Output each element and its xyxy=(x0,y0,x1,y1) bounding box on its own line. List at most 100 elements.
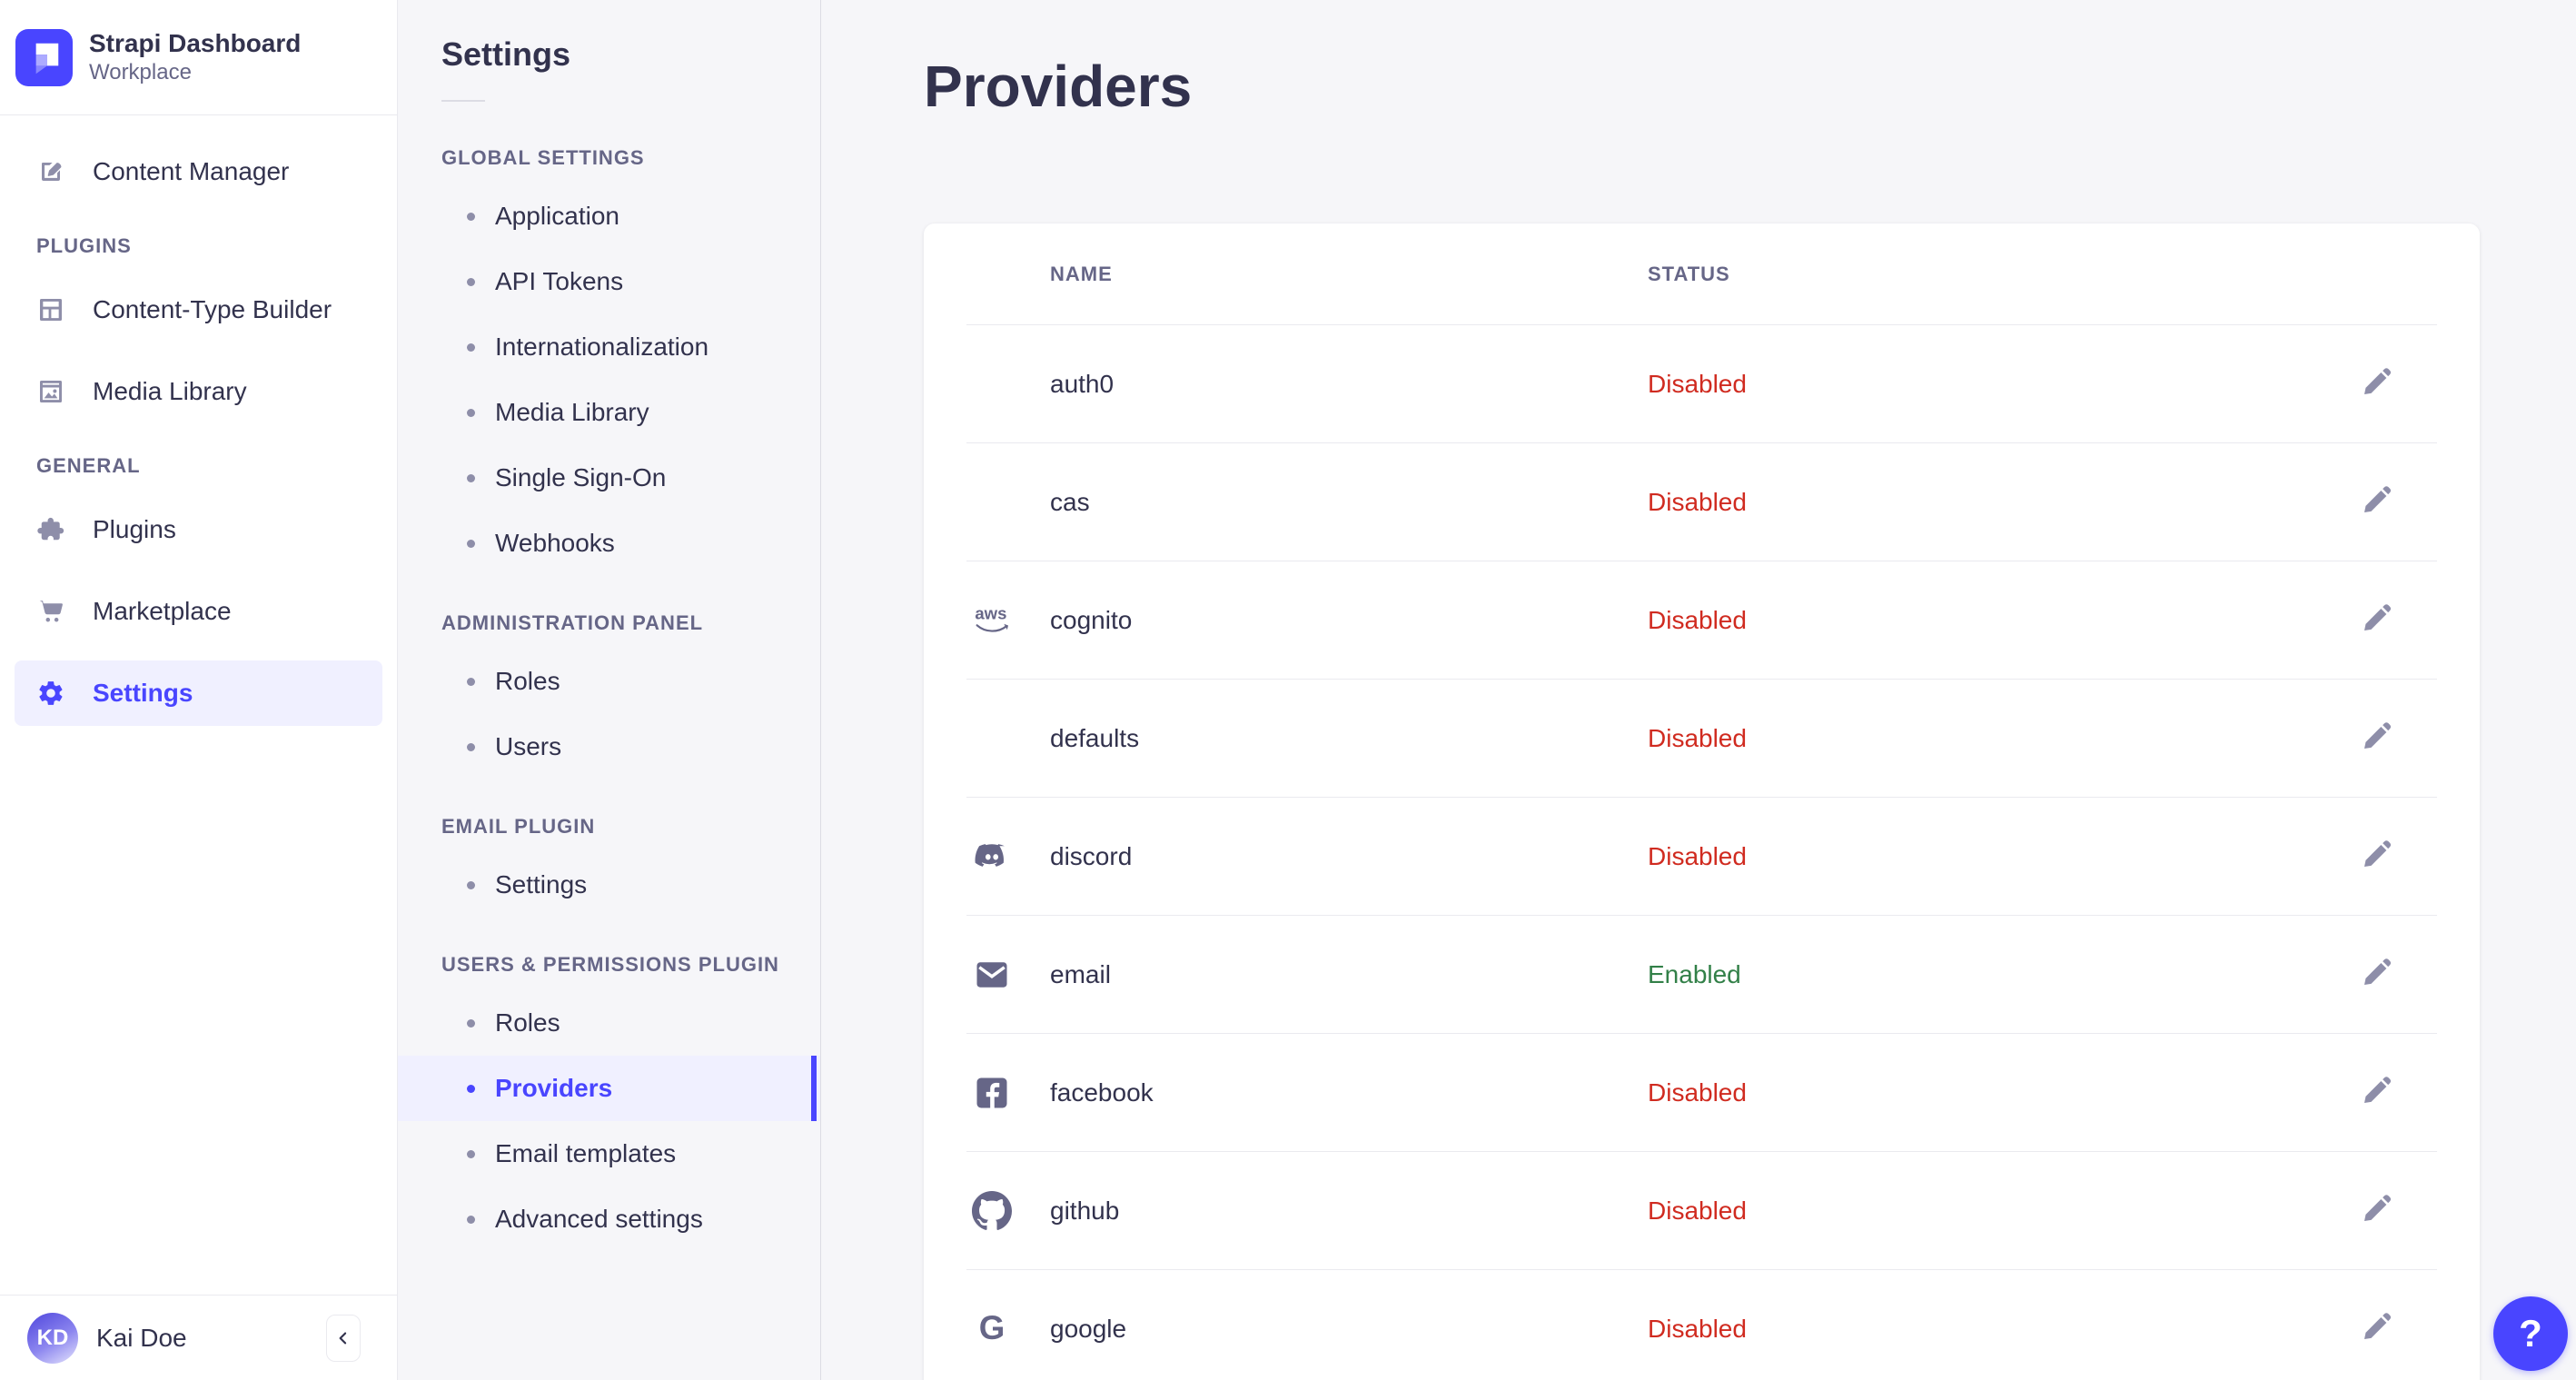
provider-status-cell: Disabled xyxy=(1648,370,2359,399)
sidebar-item[interactable]: Plugins xyxy=(15,497,382,562)
settings-nav-item[interactable]: Roles xyxy=(398,649,820,714)
settings-nav-item-label: Roles xyxy=(495,667,560,695)
edit-provider-button[interactable] xyxy=(2359,836,2395,872)
sidebar-section-label: PLUGINS xyxy=(36,234,132,257)
settings-nav-item[interactable]: Roles xyxy=(398,990,820,1056)
column-header-status: STATUS xyxy=(1648,262,1730,285)
settings-nav-item-label: Webhooks xyxy=(495,529,615,557)
pencil-icon xyxy=(2359,718,2395,754)
table-row[interactable]: github Disabled xyxy=(966,1152,2437,1270)
table-row[interactable]: facebook Disabled xyxy=(966,1034,2437,1152)
provider-status-cell: Disabled xyxy=(1648,1078,2359,1107)
plugins-icon xyxy=(36,515,65,544)
bullet-icon xyxy=(467,880,475,889)
settings-nav-item[interactable]: Media Library xyxy=(398,380,820,445)
main-content: Providers NAME STATUS auth0 Disabled xyxy=(821,0,2576,1380)
settings-nav-item[interactable]: Webhooks xyxy=(398,511,820,576)
table-row[interactable]: aws cognito Disabled xyxy=(966,561,2437,680)
edit-provider-button[interactable] xyxy=(2359,600,2395,636)
settings-nav-item-label: Advanced settings xyxy=(495,1205,703,1233)
media-library-icon xyxy=(36,377,65,406)
column-header-name: NAME xyxy=(1050,262,1113,285)
table-row[interactable]: cas Disabled xyxy=(966,443,2437,561)
google-icon: G xyxy=(966,1307,1017,1351)
content-type-builder-icon xyxy=(36,295,65,324)
edit-provider-button[interactable] xyxy=(2359,1308,2395,1345)
svg-text:aws: aws xyxy=(975,603,1006,622)
sidebar-item-label: Content Manager xyxy=(93,157,290,185)
discord-icon xyxy=(966,835,1017,879)
bullet-icon xyxy=(467,1215,475,1224)
sidebar-item-label: Media Library xyxy=(93,377,247,405)
settings-nav-item[interactable]: Application xyxy=(398,184,820,249)
settings-nav-item-label: Users xyxy=(495,732,562,760)
pencil-icon xyxy=(2359,600,2395,636)
provider-edit-cell xyxy=(2359,1072,2395,1113)
settings-nav-item-label: Internationalization xyxy=(495,333,709,361)
pencil-icon xyxy=(2359,1072,2395,1108)
provider-name-cell: facebook xyxy=(966,1071,1648,1115)
avatar[interactable]: KD xyxy=(27,1312,78,1364)
settings-nav-item[interactable]: Providers xyxy=(398,1056,820,1121)
edit-provider-button[interactable] xyxy=(2359,1190,2395,1226)
page-title: Providers xyxy=(924,54,1193,119)
provider-status-cell: Enabled xyxy=(1648,960,2359,989)
app-title: Strapi Dashboard xyxy=(89,29,302,57)
edit-provider-button[interactable] xyxy=(2359,482,2395,518)
provider-status-cell: Disabled xyxy=(1648,842,2359,871)
marketplace-icon xyxy=(36,597,65,626)
settings-nav-item-label: Email templates xyxy=(495,1139,677,1167)
provider-status-cell: Disabled xyxy=(1648,1196,2359,1226)
settings-nav-item-label: Roles xyxy=(495,1008,560,1037)
settings-nav-item[interactable]: Email templates xyxy=(398,1121,820,1186)
sidebar-section: GENERAL Plugins Marketplace Settings xyxy=(0,453,397,726)
table-row[interactable]: discord Disabled xyxy=(966,798,2437,916)
provider-edit-cell xyxy=(2359,600,2395,640)
edit-provider-button[interactable] xyxy=(2359,718,2395,754)
settings-nav-section: ADMINISTRATION PANEL Roles Users xyxy=(441,611,820,779)
sidebar-item-label: Marketplace xyxy=(93,597,232,625)
sidebar-item[interactable]: Settings xyxy=(15,660,382,726)
pencil-icon xyxy=(2359,836,2395,872)
provider-name-cell: discord xyxy=(966,835,1648,879)
table-row[interactable]: G google Disabled xyxy=(966,1270,2437,1380)
edit-provider-button[interactable] xyxy=(2359,1072,2395,1108)
workspace-header[interactable]: Strapi Dashboard Workplace xyxy=(0,0,397,115)
provider-status-cell: Disabled xyxy=(1648,488,2359,517)
status-text: Disabled xyxy=(1648,605,1747,634)
collapse-sidebar-button[interactable] xyxy=(326,1314,361,1362)
settings-nav-item[interactable]: Settings xyxy=(398,852,820,918)
bullet-icon xyxy=(467,212,475,221)
pencil-icon xyxy=(2359,954,2395,990)
bullet-icon xyxy=(467,539,475,548)
settings-nav-item[interactable]: Users xyxy=(398,714,820,779)
settings-section-label: USERS & PERMISSIONS PLUGIN xyxy=(441,953,779,976)
user-area: KD Kai Doe xyxy=(0,1295,397,1380)
table-row[interactable]: email Enabled xyxy=(966,916,2437,1034)
bullet-icon xyxy=(467,1149,475,1158)
provider-edit-cell xyxy=(2359,363,2395,404)
settings-nav-item[interactable]: API Tokens xyxy=(398,249,820,314)
settings-nav-item-label: Application xyxy=(495,202,619,230)
sidebar-item[interactable]: Media Library xyxy=(15,359,382,424)
status-text: Disabled xyxy=(1648,1077,1747,1107)
provider-name-cell: defaults xyxy=(966,717,1648,760)
sidebar-item[interactable]: Content-Type Builder xyxy=(15,277,382,343)
settings-nav-section: USERS & PERMISSIONS PLUGIN Roles Provide… xyxy=(398,952,820,1252)
settings-nav-item[interactable]: Advanced settings xyxy=(398,1186,820,1252)
sidebar-item-content-manager[interactable]: Content Manager xyxy=(15,139,382,204)
status-text: Disabled xyxy=(1648,369,1747,398)
provider-edit-cell xyxy=(2359,1190,2395,1231)
bullet-icon xyxy=(467,343,475,352)
table-row[interactable]: defaults Disabled xyxy=(966,680,2437,798)
edit-provider-button[interactable] xyxy=(2359,954,2395,990)
provider-edit-cell xyxy=(2359,954,2395,995)
bullet-icon xyxy=(467,1018,475,1028)
settings-nav-item[interactable]: Internationalization xyxy=(398,314,820,380)
help-button[interactable]: ? xyxy=(2493,1296,2568,1371)
table-row[interactable]: auth0 Disabled xyxy=(966,325,2437,443)
settings-nav-item[interactable]: Single Sign-On xyxy=(398,445,820,511)
provider-status-cell: Disabled xyxy=(1648,724,2359,753)
sidebar-item[interactable]: Marketplace xyxy=(15,579,382,644)
edit-provider-button[interactable] xyxy=(2359,363,2395,400)
